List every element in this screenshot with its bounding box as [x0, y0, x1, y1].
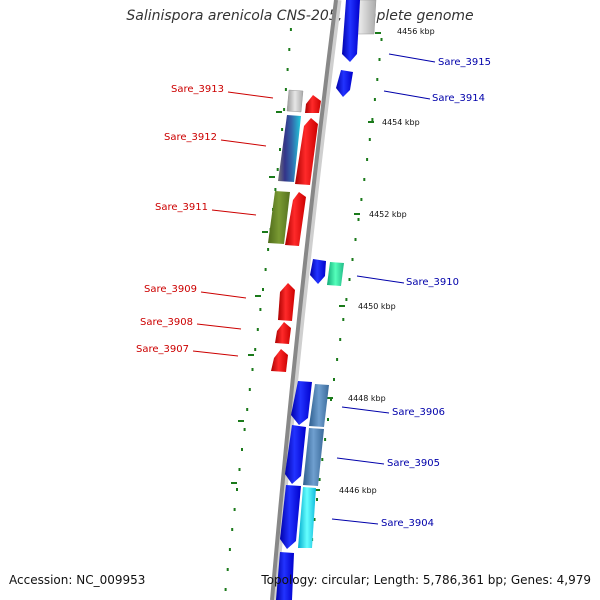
- gene-label-sare-3915: Sare_3915: [438, 57, 491, 68]
- gene-label-sare-3912: Sare_3912: [164, 132, 217, 143]
- gene-arrow-sare-3907: [271, 349, 288, 372]
- feature-steel-upper: [309, 384, 329, 427]
- feature-blue-bottom: [276, 552, 294, 600]
- outer-ring-major-ticks: [314, 32, 381, 491]
- gene-label-sare-3906: Sare_3906: [392, 407, 445, 418]
- gene-arrow-sare-3904: [280, 485, 301, 549]
- gene-label-sare-3913: Sare_3913: [171, 84, 224, 95]
- gene-arrow-sare-3906: [291, 381, 312, 425]
- kbp-label-4456: 4456 kbp: [397, 27, 435, 36]
- gene-label-sare-3909: Sare_3909: [144, 284, 197, 295]
- inner-ring-major-ticks: [231, 111, 282, 484]
- gene-label-sare-3911: Sare_3911: [155, 202, 208, 213]
- gene-arrow-sare-3912: [295, 118, 318, 185]
- kbp-label-4450: 4450 kbp: [358, 302, 396, 311]
- gene-label-sare-3904: Sare_3904: [381, 518, 434, 529]
- map-title: Salinispora arenicola CNS-205, complete …: [126, 8, 474, 24]
- genome-backbone: [270, 0, 338, 600]
- feature-mixed-3912: [278, 115, 301, 182]
- gene-label-sare-3907: Sare_3907: [136, 344, 189, 355]
- feature-cyan: [298, 487, 316, 548]
- gene-arrow-sare-3910: [310, 259, 326, 284]
- kbp-label-4448: 4448 kbp: [348, 394, 386, 403]
- gene-arrow-sare-3915: [342, 0, 360, 62]
- gene-arrow-sare-3913: [305, 95, 321, 113]
- gene-arrow-sare-3909: [278, 283, 295, 321]
- reverse-leader-lines: [192, 91, 274, 357]
- feature-olive-3911: [268, 191, 290, 244]
- outer-tick-ring: [311, 38, 383, 541]
- kbp-label-4454: 4454 kbp: [382, 118, 420, 127]
- feature-mint: [327, 262, 344, 286]
- genome-stats-text: Topology: circular; Length: 5,786,361 bp…: [261, 573, 591, 587]
- gene-arrow-sare-3911: [285, 192, 306, 246]
- gene-arrow-sare-3905: [285, 425, 306, 484]
- accession-text: Accession: NC_009953: [9, 573, 146, 587]
- gene-arrow-sare-3908: [275, 322, 291, 344]
- gene-label-sare-3914: Sare_3914: [432, 93, 485, 104]
- gene-label-sare-3908: Sare_3908: [140, 317, 193, 328]
- gene-label-sare-3910: Sare_3910: [406, 277, 459, 288]
- feature-grey-3913: [286, 89, 304, 113]
- gene-label-sare-3905: Sare_3905: [387, 458, 440, 469]
- feature-steel-lower: [303, 428, 324, 486]
- gene-arrow-sare-3914: [336, 70, 353, 97]
- kbp-label-4446: 4446 kbp: [339, 486, 377, 495]
- forward-leader-lines: [331, 53, 436, 525]
- kbp-label-4452: 4452 kbp: [369, 210, 407, 219]
